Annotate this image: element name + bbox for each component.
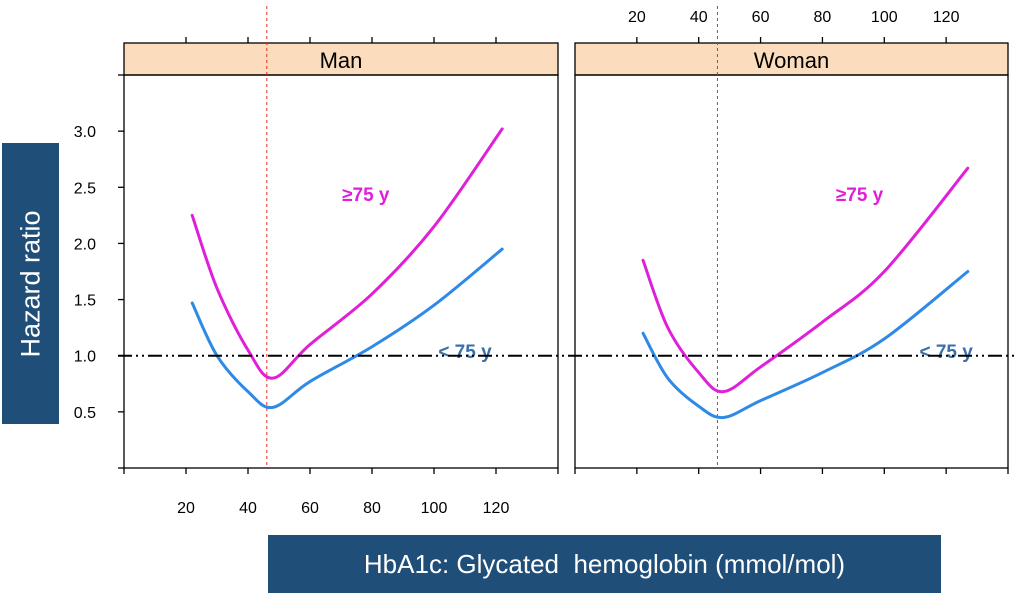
y-axis-label-box: Hazard ratio <box>2 143 59 424</box>
y-tick-label-5: 3.0 <box>74 124 96 141</box>
x-tick-label-bottom-1: 40 <box>239 500 257 517</box>
series-line-0-0 <box>190 127 504 380</box>
x-axis-label: HbA1c: Glycated hemoglobin (mmol/mol) <box>363 548 846 579</box>
y-tick-label-2: 1.5 <box>74 293 96 310</box>
panel-strip-0 <box>123 42 559 76</box>
series-line-1-0 <box>641 166 970 394</box>
x-tick-label-top-1: 40 <box>690 9 708 26</box>
series-line-1-1 <box>641 270 970 420</box>
panel-frame-1 <box>574 74 1009 469</box>
panel-frame-0 <box>123 74 559 469</box>
panel-strip-label-1: Woman <box>754 48 829 73</box>
x-tick-label-bottom-2: 60 <box>301 500 319 517</box>
x-tick-label-bottom-0: 20 <box>177 500 195 517</box>
panel-strip-label-0: Man <box>320 48 363 73</box>
x-tick-label-top-3: 80 <box>814 9 832 26</box>
x-tick-label-top-0: 20 <box>628 9 646 26</box>
x-tick-label-bottom-5: 120 <box>483 500 510 517</box>
x-tick-label-bottom-4: 100 <box>421 500 448 517</box>
y-tick-label-0: 0.5 <box>74 405 96 422</box>
x-tick-label-bottom-3: 80 <box>363 500 381 517</box>
x-tick-label-top-2: 60 <box>752 9 770 26</box>
series-line-0-1 <box>190 247 504 410</box>
series-label-0-1: < 75 y <box>438 342 492 363</box>
series-label-1-1: < 75 y <box>919 342 973 363</box>
y-axis-label: Hazard ratio <box>15 209 45 358</box>
series-label-1-0: ≥75 y <box>836 185 884 206</box>
x-tick-label-top-4: 100 <box>871 9 898 26</box>
y-tick-label-1: 1.0 <box>74 349 96 366</box>
y-tick-label-4: 2.5 <box>74 180 96 197</box>
series-label-0-0: ≥75 y <box>342 185 390 206</box>
x-tick-label-top-5: 120 <box>933 9 960 26</box>
x-axis-label-box: HbA1c: Glycated hemoglobin (mmol/mol) <box>268 535 941 593</box>
plot-layer: Man 20 40 60 80 100 120 ≥75 y < 75 y Woman 20 40 60 8… <box>74 6 1018 517</box>
y-tick-label-3: 2.0 <box>74 236 96 253</box>
